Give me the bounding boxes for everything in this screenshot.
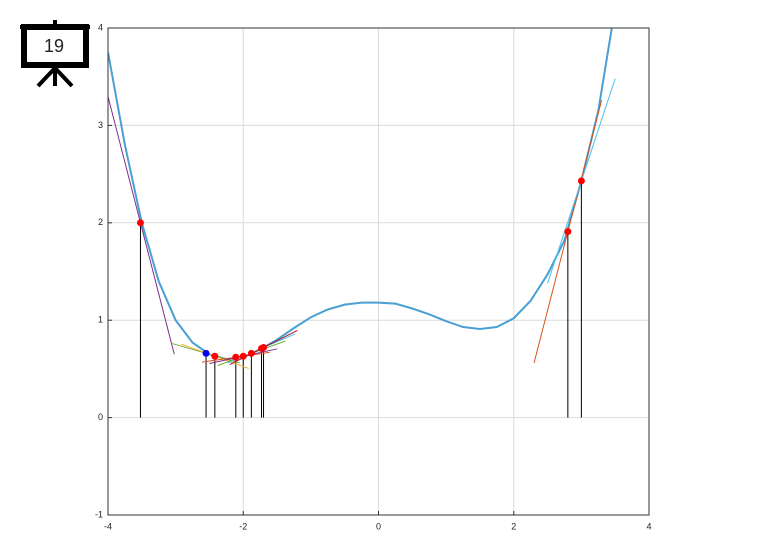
iterate-point: [247, 349, 255, 357]
iterate-point: [232, 353, 240, 361]
badge-icon: [20, 20, 90, 88]
y-tick-label: 3: [98, 120, 103, 130]
x-tick-label: 4: [646, 521, 651, 531]
curve: [108, 28, 613, 361]
x-tick-label: 0: [376, 521, 381, 531]
y-tick-label: 1: [98, 315, 103, 325]
iterate-point: [211, 352, 219, 360]
iterate-point: [577, 177, 585, 185]
x-tick-label: -2: [239, 521, 247, 531]
y-tick-label: 4: [98, 22, 103, 32]
plot-area: [108, 28, 649, 515]
y-tick-label: 0: [98, 412, 103, 422]
x-tick-label: -4: [104, 521, 112, 531]
iterate-point: [202, 349, 210, 357]
iterate-point: [260, 343, 268, 351]
y-tick-label: 2: [98, 217, 103, 227]
iterate-point: [136, 219, 144, 227]
y-tick-label: -1: [95, 509, 103, 519]
iterate-point: [239, 352, 247, 360]
x-tick-label: 2: [511, 521, 516, 531]
badge-number: 19: [44, 36, 64, 56]
iterate-point: [564, 228, 572, 236]
